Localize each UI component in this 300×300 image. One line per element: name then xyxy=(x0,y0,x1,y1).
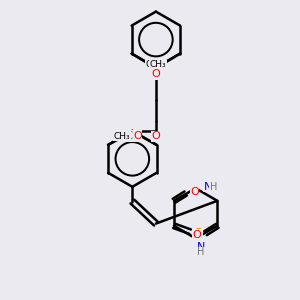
Text: H: H xyxy=(197,248,205,257)
Text: N: N xyxy=(197,242,206,252)
Text: O: O xyxy=(152,131,160,141)
Text: O: O xyxy=(190,187,199,197)
Text: O: O xyxy=(192,230,201,240)
Text: H: H xyxy=(210,182,217,192)
Text: O: O xyxy=(133,131,142,141)
Text: S: S xyxy=(195,227,202,240)
Text: CH₃: CH₃ xyxy=(113,131,130,140)
Text: Cl: Cl xyxy=(126,131,136,141)
Text: CH₃: CH₃ xyxy=(150,60,166,69)
Text: O: O xyxy=(152,69,160,79)
Text: N: N xyxy=(204,182,212,192)
Text: CH₃: CH₃ xyxy=(145,60,162,69)
